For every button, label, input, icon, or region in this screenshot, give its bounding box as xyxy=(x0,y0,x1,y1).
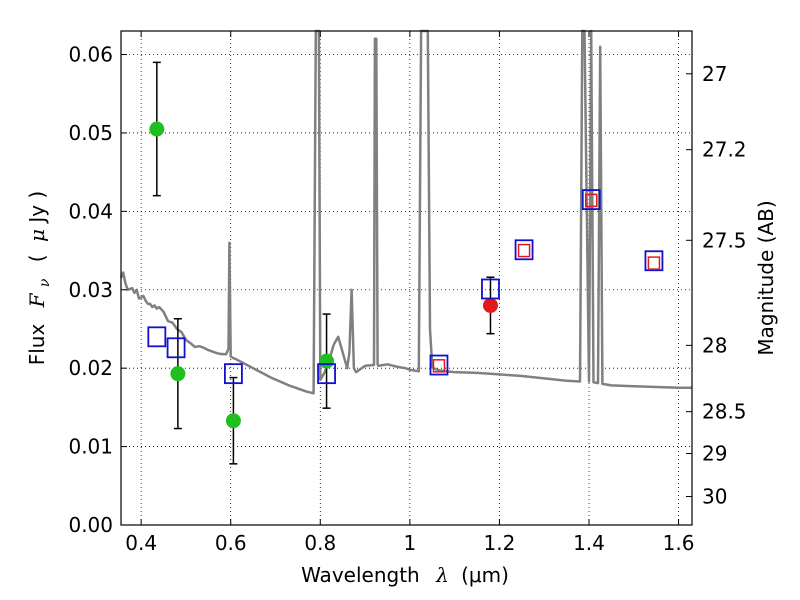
ticks: 0.4 0.6 0.8 1 1.2 1.4 1.6 0.00 0.01 0.02 0.03 0.04 0… xyxy=(68,31,747,555)
x-tick-label: 1 xyxy=(403,531,416,555)
y-axis-label-subscript: ν xyxy=(37,278,53,287)
blue-model-square xyxy=(224,363,243,385)
photometry-markers xyxy=(147,61,664,465)
x-axis-label: Wavelength λ (μm) xyxy=(301,563,509,587)
sed-model-layer xyxy=(119,29,692,395)
red-model-square xyxy=(517,243,531,258)
red-model-square xyxy=(432,359,446,373)
y2-tick-label: 27 xyxy=(702,62,727,86)
y-axis-label-text: Flux xyxy=(25,324,49,366)
sed-model-line xyxy=(119,29,692,395)
grid xyxy=(121,31,692,526)
blue-model-square xyxy=(166,337,186,359)
y-axis-label-symbol: F xyxy=(25,292,49,308)
plot-frame xyxy=(120,30,693,526)
x-tick-label: 0.4 xyxy=(125,531,157,555)
red-data-point xyxy=(482,297,498,313)
green-data-point xyxy=(149,121,165,137)
green-data-point xyxy=(225,413,241,429)
x-tick-label: 1.2 xyxy=(484,531,516,555)
y-tick-label: 0.01 xyxy=(68,435,113,459)
y-tick-label: 0.03 xyxy=(68,278,113,302)
y2-axis-label: Magnitude (AB) xyxy=(754,200,778,355)
y-axis-label: Flux F ν ( μ Jy ) xyxy=(25,191,54,366)
x-tick-label: 1.6 xyxy=(663,531,695,555)
green-data-point xyxy=(319,353,335,369)
y-tick-label: 0.05 xyxy=(68,121,113,145)
blue-model-square xyxy=(317,363,336,385)
y-tick-label: 0.00 xyxy=(68,513,113,537)
y2-tick-label: 28 xyxy=(702,333,727,357)
x-axis-label-text: Wavelength xyxy=(301,563,420,587)
blue-model-square xyxy=(581,189,601,210)
y2-tick-label: 30 xyxy=(702,485,727,509)
x-axis-label-unit: (μm) xyxy=(461,563,509,587)
y2-tick-label: 28.5 xyxy=(702,400,747,424)
y-axis-label-unit-open: ( xyxy=(25,254,49,262)
red-model-square xyxy=(647,256,661,270)
blue-model-square xyxy=(514,239,534,261)
blue-model-square xyxy=(481,278,500,300)
green-data-point xyxy=(170,366,186,382)
x-tick-label: 1.4 xyxy=(573,531,605,555)
x-tick-label: 0.6 xyxy=(215,531,247,555)
y-axis-label-unit-rest: Jy ) xyxy=(25,191,49,225)
y-tick-label: 0.06 xyxy=(68,43,113,67)
y2-tick-label: 27.2 xyxy=(702,138,747,162)
y-tick-label: 0.02 xyxy=(68,356,113,380)
red-model-square xyxy=(584,193,598,208)
blue-model-square xyxy=(147,326,167,348)
y2-tick-label: 29 xyxy=(702,441,727,465)
blue-model-square xyxy=(429,354,449,376)
y-tick-label: 0.04 xyxy=(68,199,113,223)
blue-model-square xyxy=(644,250,664,272)
y2-tick-label: 27.5 xyxy=(702,228,747,252)
y-axis-label-unit-mu: μ xyxy=(25,229,49,242)
x-axis-label-symbol: λ xyxy=(435,563,449,587)
x-tick-label: 0.8 xyxy=(304,531,336,555)
